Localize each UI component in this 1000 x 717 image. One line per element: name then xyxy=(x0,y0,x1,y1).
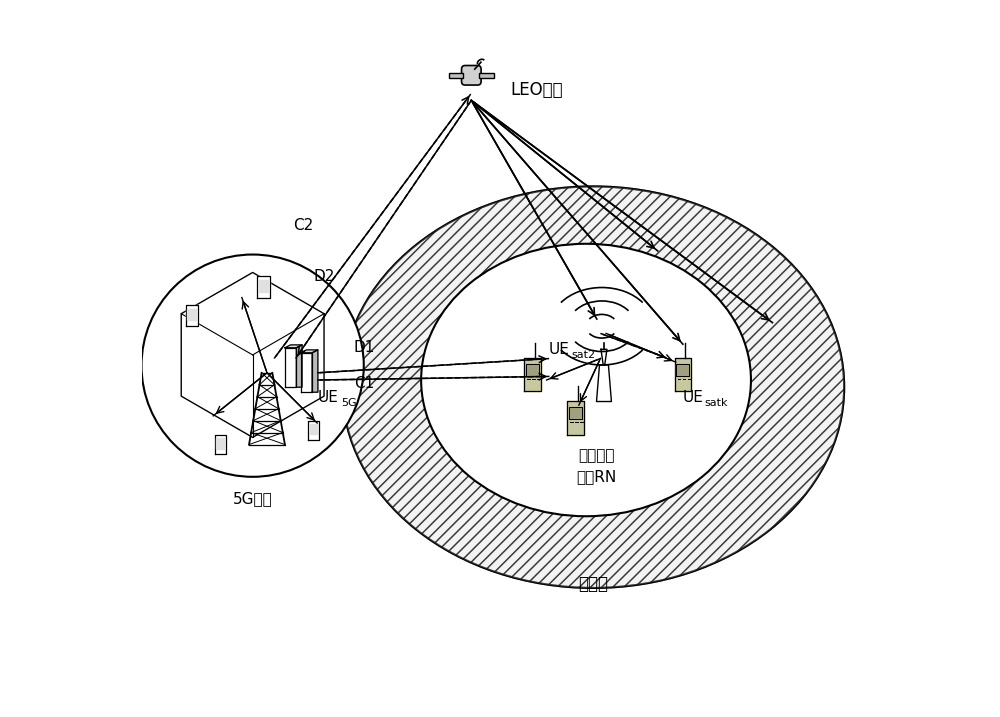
Polygon shape xyxy=(186,305,198,326)
Circle shape xyxy=(142,255,364,477)
Polygon shape xyxy=(301,353,312,392)
Text: satk: satk xyxy=(704,398,728,408)
Bar xyxy=(479,72,494,78)
Polygon shape xyxy=(285,348,296,387)
Text: 卫星中继: 卫星中继 xyxy=(579,448,615,462)
Polygon shape xyxy=(216,439,224,449)
FancyBboxPatch shape xyxy=(462,65,481,85)
Polygon shape xyxy=(676,364,689,376)
Polygon shape xyxy=(215,435,226,454)
Polygon shape xyxy=(675,358,691,391)
Text: D1: D1 xyxy=(353,341,374,355)
Polygon shape xyxy=(601,349,607,365)
Polygon shape xyxy=(187,309,196,320)
Ellipse shape xyxy=(421,244,751,516)
Polygon shape xyxy=(597,365,611,402)
Bar xyxy=(449,72,463,78)
Text: D2: D2 xyxy=(314,269,335,283)
Text: 5G基站: 5G基站 xyxy=(233,491,273,505)
Text: 保护区: 保护区 xyxy=(578,575,608,594)
Polygon shape xyxy=(308,421,319,440)
Polygon shape xyxy=(301,350,318,353)
Polygon shape xyxy=(569,407,582,419)
Text: sat2: sat2 xyxy=(572,350,596,360)
Text: UE: UE xyxy=(683,391,704,405)
Text: LEO卫星: LEO卫星 xyxy=(511,80,563,99)
Polygon shape xyxy=(257,276,270,298)
Polygon shape xyxy=(567,402,584,435)
Polygon shape xyxy=(524,358,541,391)
Ellipse shape xyxy=(342,186,844,588)
Polygon shape xyxy=(259,280,268,292)
Polygon shape xyxy=(526,364,539,376)
Text: UE: UE xyxy=(317,391,338,405)
Polygon shape xyxy=(296,345,302,387)
Text: 5G: 5G xyxy=(341,398,356,408)
Polygon shape xyxy=(310,424,317,435)
Text: C1: C1 xyxy=(354,376,374,391)
Text: UE: UE xyxy=(549,343,570,357)
Text: 基站RN: 基站RN xyxy=(577,470,617,484)
Polygon shape xyxy=(285,345,302,348)
Polygon shape xyxy=(312,350,318,392)
Text: C2: C2 xyxy=(293,219,313,233)
